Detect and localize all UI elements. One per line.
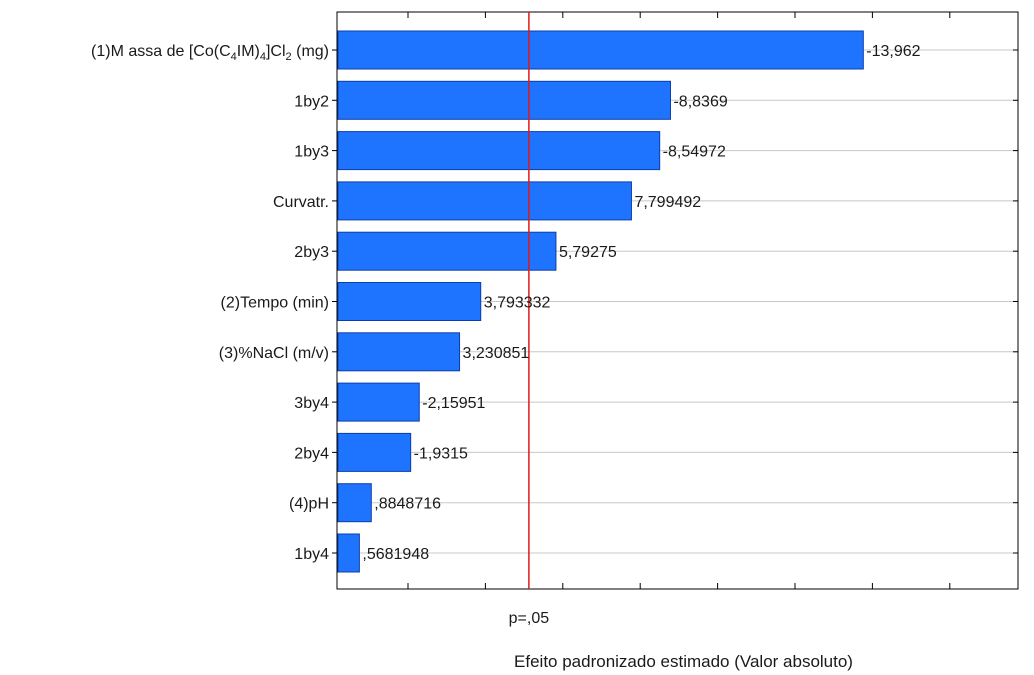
category-label: 1by3 — [294, 144, 329, 161]
bar — [337, 80, 671, 120]
bar — [337, 231, 557, 271]
value-label: -8,8369 — [673, 93, 727, 110]
bars — [337, 30, 864, 573]
bar — [337, 382, 420, 422]
bar — [337, 533, 360, 573]
category-label: 2by4 — [294, 445, 329, 462]
bar — [337, 432, 412, 472]
value-label: 3,793332 — [484, 295, 551, 312]
value-label: -2,15951 — [422, 395, 485, 412]
category-label: (1)M assa de [Co(C4IM)4]Cl2 (mg) — [91, 43, 329, 63]
bar — [337, 483, 372, 523]
value-label: ,8848716 — [374, 496, 441, 513]
bar — [337, 30, 864, 70]
category-label: Curvatr. — [273, 194, 329, 211]
plot-frame — [336, 11, 1019, 590]
category-label: 1by4 — [294, 546, 329, 563]
category-label: (3)%NaCl (m/v) — [219, 345, 329, 362]
bar — [337, 282, 482, 321]
value-label: -8,54972 — [663, 144, 726, 161]
ticks — [332, 12, 1018, 589]
category-label: (2)Tempo (min) — [221, 295, 329, 312]
value-label: ,5681948 — [362, 546, 429, 563]
significance-label: p=,05 — [509, 610, 550, 627]
x-axis-label: Efeito padronizado estimado (Valor absol… — [514, 652, 853, 671]
category-label: 1by2 — [294, 93, 329, 110]
category-label: 3by4 — [294, 395, 329, 412]
category-labels: (1)M assa de [Co(C4IM)4]Cl2 (mg) 1by2 1by3… — [91, 43, 329, 563]
value-label: -1,9315 — [414, 445, 468, 462]
category-label: (4)pH — [289, 496, 329, 513]
value-label: 7,799492 — [634, 194, 701, 211]
value-label: 3,230851 — [463, 345, 530, 362]
value-labels: -13,962 -8,8369 -8,54972 7,799492 5,79275 3,7… — [362, 43, 920, 563]
bar — [337, 332, 461, 372]
bar — [337, 131, 661, 171]
value-label: -13,962 — [866, 43, 920, 60]
value-label: 5,79275 — [559, 244, 617, 261]
category-label: 2by3 — [294, 244, 329, 261]
bar — [337, 181, 632, 221]
